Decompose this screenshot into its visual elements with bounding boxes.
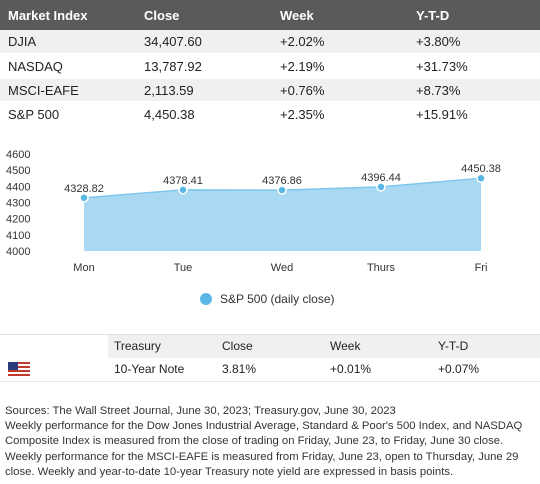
footnote-sources: Sources: The Wall Street Journal, June 3… — [5, 405, 396, 417]
x-tick-label: Thurs — [367, 262, 396, 274]
y-tick-label: 4600 — [6, 149, 30, 161]
y-tick-label: 4100 — [6, 230, 30, 242]
index-name: S&P 500 — [0, 102, 136, 127]
legend-marker — [200, 293, 212, 305]
y-tick-label: 4200 — [6, 214, 30, 226]
data-label: 4328.82 — [64, 183, 104, 195]
flag-cell — [0, 357, 108, 382]
header-ytd: Y-T-D — [408, 0, 540, 30]
index-week: +2.02% — [272, 30, 408, 55]
x-tick-label: Fri — [475, 262, 488, 274]
treasury-table: Treasury Close Week Y-T-D 10-Year Note 3… — [0, 334, 540, 382]
index-ytd: +15.91% — [408, 102, 540, 127]
header-week: Week — [324, 334, 432, 358]
treasury-header-row: Treasury Close Week Y-T-D — [0, 334, 540, 358]
treasury-close: 3.81% — [216, 357, 324, 382]
y-tick-label: 4300 — [6, 198, 30, 210]
chart-legend: S&P 500 (daily close) — [200, 292, 335, 306]
sp500-area-chart: 4000 4100 4200 4300 4400 4500 4600 4328.82 4378.… — [6, 149, 501, 274]
index-close: 34,407.60 — [136, 30, 272, 55]
footnote: Sources: The Wall Street Journal, June 3… — [5, 404, 537, 480]
table-row: MSCI-EAFE 2,113.59 +0.76% +8.73% — [0, 78, 540, 103]
index-close: 2,113.59 — [136, 78, 272, 103]
index-close: 13,787.92 — [136, 54, 272, 79]
index-ytd: +3.80% — [408, 30, 540, 55]
index-name: MSCI-EAFE — [0, 78, 136, 103]
treasury-week: +0.01% — [324, 357, 432, 382]
series-area — [84, 178, 481, 251]
data-label: 4376.86 — [262, 175, 302, 187]
y-tick-label: 4000 — [6, 246, 30, 258]
table-row: S&P 500 4,450.38 +2.35% +15.91% — [0, 102, 540, 127]
index-name: DJIA — [0, 30, 136, 55]
y-tick-label: 4400 — [6, 181, 30, 193]
data-label: 4396.44 — [361, 172, 401, 184]
legend-label: S&P 500 (daily close) — [220, 292, 335, 306]
table-row: 10-Year Note 3.81% +0.01% +0.07% — [0, 357, 540, 382]
y-tick-label: 4500 — [6, 165, 30, 177]
treasury-ytd: +0.07% — [432, 357, 540, 382]
x-tick-label: Tue — [174, 262, 193, 274]
header-treasury: Treasury — [108, 334, 216, 358]
market-index-header-row: Market Index Close Week Y-T-D — [0, 0, 540, 30]
table-row: NASDAQ 13,787.92 +2.19% +31.73% — [0, 54, 540, 79]
index-week: +0.76% — [272, 78, 408, 103]
data-point — [376, 182, 386, 192]
x-tick-label: Wed — [271, 262, 293, 274]
header-week: Week — [272, 0, 408, 30]
index-close: 4,450.38 — [136, 102, 272, 127]
data-label: 4378.41 — [163, 175, 203, 187]
header-close: Close — [136, 0, 272, 30]
us-flag-icon — [8, 362, 30, 377]
data-point — [277, 185, 287, 195]
header-flag-blank — [0, 334, 108, 358]
treasury-name: 10-Year Note — [108, 357, 216, 382]
header-close: Close — [216, 334, 324, 358]
x-tick-label: Mon — [73, 262, 94, 274]
data-point — [79, 193, 89, 203]
footnote-body: Weekly performance for the Dow Jones Ind… — [5, 420, 523, 478]
index-week: +2.35% — [272, 102, 408, 127]
index-ytd: +31.73% — [408, 54, 540, 79]
data-point — [178, 185, 188, 195]
index-week: +2.19% — [272, 54, 408, 79]
index-ytd: +8.73% — [408, 78, 540, 103]
index-name: NASDAQ — [0, 54, 136, 79]
header-market-index: Market Index — [0, 0, 136, 30]
data-point — [476, 173, 486, 183]
data-label: 4450.38 — [461, 163, 501, 175]
header-ytd: Y-T-D — [432, 334, 540, 358]
table-row: DJIA 34,407.60 +2.02% +3.80% — [0, 30, 540, 55]
market-index-table: Market Index Close Week Y-T-D DJIA 34,40… — [0, 0, 540, 127]
